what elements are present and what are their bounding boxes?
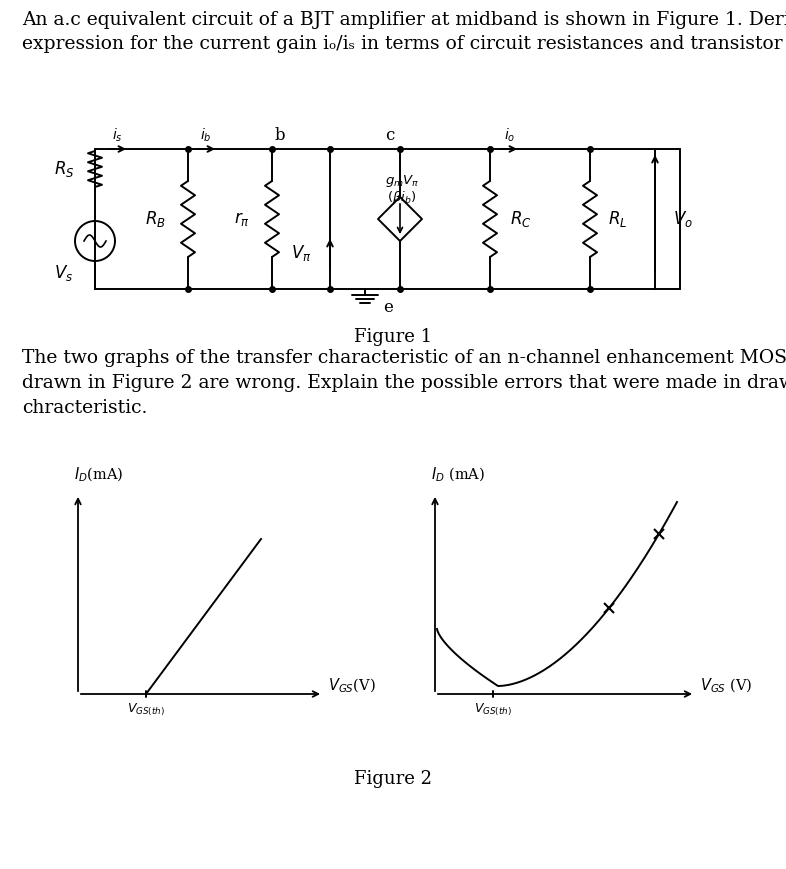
Text: $i_s$: $i_s$: [112, 126, 123, 143]
Text: $g_m V_\pi$: $g_m V_\pi$: [384, 173, 419, 189]
Text: An a.c equivalent circuit of a BJT amplifier at midband is shown in Figure 1. De: An a.c equivalent circuit of a BJT ampli…: [22, 11, 786, 29]
Text: $r_\pi$: $r_\pi$: [234, 210, 250, 228]
Text: Figure 2: Figure 2: [354, 770, 432, 788]
Text: $(\beta i_b)$: $(\beta i_b)$: [387, 189, 417, 205]
Text: $R_C$: $R_C$: [510, 209, 531, 229]
Text: The two graphs of the transfer characteristic of an n-channel enhancement MOSFET: The two graphs of the transfer character…: [22, 349, 786, 367]
Text: $R_S$: $R_S$: [54, 159, 75, 179]
Text: expression for the current gain iₒ/iₛ in terms of circuit resistances and transi: expression for the current gain iₒ/iₛ in…: [22, 35, 786, 53]
Text: $R_B$: $R_B$: [145, 209, 166, 229]
Text: $V_o$: $V_o$: [673, 209, 693, 229]
Text: $V_\pi$: $V_\pi$: [292, 243, 312, 263]
Text: $V_{GS}$(V): $V_{GS}$(V): [328, 677, 376, 695]
Text: $V_{GS}$ (V): $V_{GS}$ (V): [700, 677, 752, 695]
Text: $I_D$(mA): $I_D$(mA): [74, 466, 123, 484]
Text: $I_D$ (mA): $I_D$ (mA): [431, 466, 485, 484]
Text: drawn in Figure 2 are wrong. Explain the possible errors that were made in drawi: drawn in Figure 2 are wrong. Explain the…: [22, 374, 786, 392]
Text: e: e: [383, 298, 393, 315]
Text: b: b: [274, 127, 285, 143]
Text: $i_b$: $i_b$: [200, 126, 211, 143]
Text: $R_L$: $R_L$: [608, 209, 627, 229]
Text: Figure 1: Figure 1: [354, 328, 432, 346]
Text: $i_o$: $i_o$: [505, 126, 516, 143]
Text: c: c: [385, 127, 395, 143]
Text: $V_{GS(th)}$: $V_{GS(th)}$: [127, 702, 165, 718]
Text: chracteristic.: chracteristic.: [22, 399, 148, 417]
Text: $V_s$: $V_s$: [53, 263, 73, 283]
Text: $V_{GS(th)}$: $V_{GS(th)}$: [474, 702, 512, 718]
